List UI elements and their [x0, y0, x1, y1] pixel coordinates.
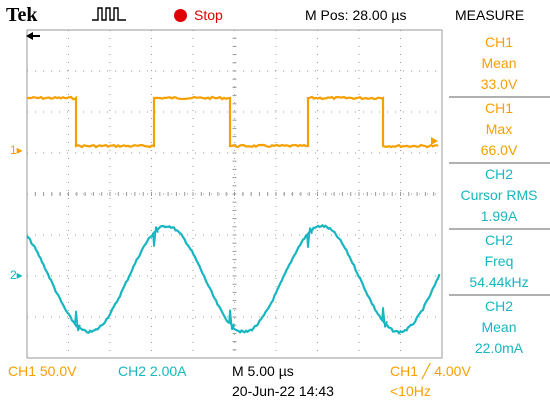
divider: [449, 228, 550, 230]
ch2-glitch-spike: [381, 307, 388, 328]
ch1-waveform: [27, 95, 439, 149]
divider: [449, 294, 550, 296]
graticule: [26, 29, 443, 359]
brand-logo: Tek: [6, 4, 38, 26]
ch1-marker: 1▸: [10, 143, 23, 157]
measurement-ch1-mean: CH1 Mean 33.0V: [480, 34, 518, 92]
ch1-scale: CH1 50.0V: [8, 363, 77, 379]
divider: [449, 162, 550, 164]
red-dot-icon: [174, 9, 187, 22]
measure-title: MEASURE: [455, 7, 525, 23]
date-time: 20-Jun-22 14:43: [232, 383, 334, 399]
ch2-glitch-spike: [152, 226, 159, 247]
pulse-trigger-icon: [90, 3, 130, 30]
trigger-level-icon: [431, 137, 438, 145]
left-arrow-icon: [26, 32, 40, 40]
horizontal-position: M Pos: 28.00 µs: [305, 7, 407, 23]
ch2-glitch-spike: [228, 309, 235, 330]
ch2-marker: 2▸: [10, 268, 23, 282]
run-status: Stop: [194, 7, 223, 23]
ch2-glitch-spike: [306, 227, 313, 248]
measurement-ch2-mean: CH2 Mean 22.0mA: [474, 298, 524, 356]
measurement-ch2-freq: CH2 Freq 54.44kHz: [469, 232, 529, 290]
trigger-setting: CH1 ╱ 4.00V: [390, 363, 471, 379]
timebase: M 5.00 µs: [232, 363, 294, 379]
ch2-scale: CH2 2.00A: [118, 363, 187, 379]
trigger-frequency: <10Hz: [390, 383, 431, 399]
ch2-glitch-spike: [74, 310, 81, 332]
divider: [449, 96, 550, 98]
measurement-ch2-cursor-rms: CH2 Cursor RMS 1.99A: [460, 166, 538, 224]
measurement-ch1-max: CH1 Max 66.0V: [480, 100, 518, 158]
